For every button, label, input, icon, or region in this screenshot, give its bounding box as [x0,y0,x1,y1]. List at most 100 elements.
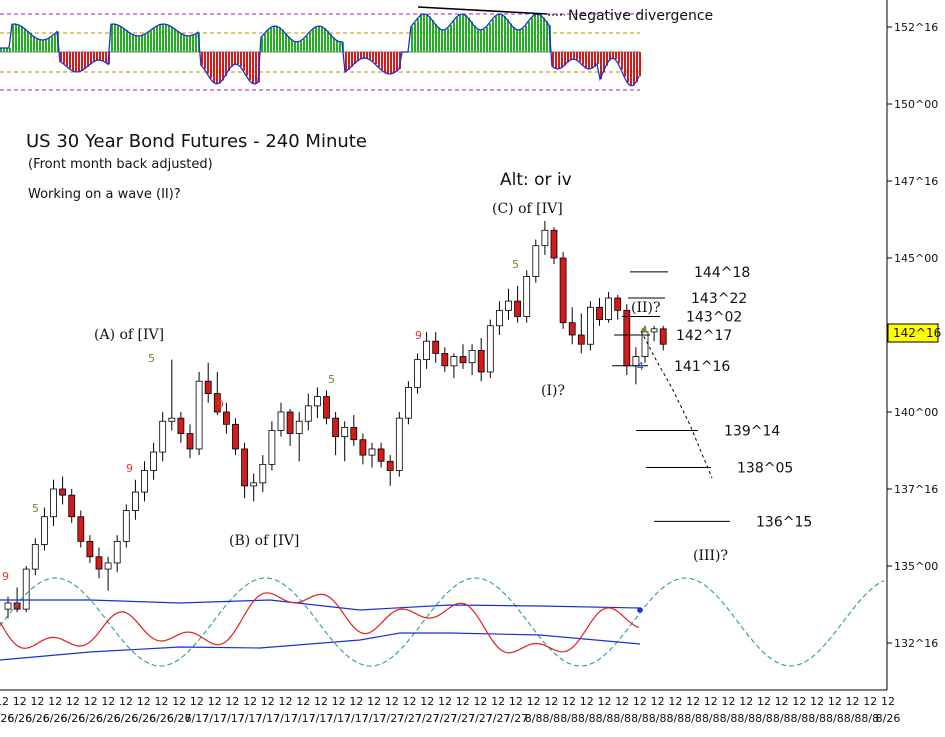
x-tick-hour: 12 [367,695,381,708]
histogram-bar-down [354,52,356,64]
count-label: 5 [32,502,39,515]
x-axis-ticks: 12 6/26 12 6/26 12 6/26 12 6/26 12 6/26 12 6/26 12 6/… [0,695,900,725]
x-tick-hour: 12 [527,695,541,708]
histogram-bar-down [96,52,98,61]
histogram-bar-up [159,24,161,52]
histogram-bar-up [21,26,23,52]
x-tick-date: 7/27 [468,712,493,725]
y-tick-label: 152^16 [894,21,938,34]
histogram-bar-up [162,24,164,52]
x-tick-date: 7/17 [255,712,280,725]
histogram-bar-down [207,52,209,74]
x-tick-hour: 12 [580,695,594,708]
histogram-bar-up [525,25,527,52]
histogram-bar-down [255,52,257,84]
candle-down [550,229,558,259]
histogram-bar-up [273,26,275,52]
histogram-bar-down [225,52,227,76]
x-tick-hour: 12 [456,695,470,708]
histogram-bar-down [588,52,590,69]
candle-up [131,491,139,511]
count-label: 9 [217,398,224,411]
x-tick-date: 8/8 [773,712,791,725]
candle-down [204,380,212,394]
histogram-bar-up [120,26,122,52]
candle-up [587,306,594,345]
histogram-bar-up [282,29,284,52]
histogram-bar-up [267,30,269,52]
x-tick-date: 8/8 [808,712,826,725]
wave-label-ii: (II)? [631,300,661,316]
histogram-bar-up [117,24,119,52]
histogram-bar-up [528,21,530,52]
histogram-bar-up [423,14,425,52]
histogram-bar-up [48,38,50,52]
histogram-bar-up [453,21,455,52]
candlestick-series [4,221,667,619]
histogram-bar-down [351,52,353,67]
x-tick-hour: 12 [84,695,98,708]
x-tick-hour: 12 [704,695,718,708]
candle-down [596,306,603,320]
candle-down [614,297,622,311]
candle-up [168,417,176,422]
histogram-bar-up [477,28,479,52]
x-tick-date: 8/8 [720,712,738,725]
histogram-bar-up [327,30,329,52]
histogram-bar-up [489,23,491,52]
oscillator-endpoint [637,607,643,613]
count-label: 5 [148,352,155,365]
x-tick-date: 7/27 [486,712,511,725]
x-tick-hour: 12 [775,695,789,708]
candle-down [568,322,576,336]
x-tick-hour: 12 [225,695,239,708]
x-tick-date: 8/8 [684,712,702,725]
wave-label-b: (B) of [IV] [229,533,299,549]
histogram-bar-down [84,52,86,70]
histogram-bar-down [393,52,395,74]
target-level-label: 144^18 [694,265,750,281]
x-tick-hour: 12 [279,695,293,708]
histogram-bar-down [369,52,371,60]
target-level-label: 142^17 [676,328,732,344]
candle-down [68,494,76,518]
histogram-bar-up [429,16,431,53]
x-tick-date: 8/8 [542,712,560,725]
cycle-sine-projection [0,577,885,667]
candle-up [22,568,30,610]
histogram-bar-up [189,35,191,52]
histogram-bar-up [297,41,299,52]
candle-down [59,488,66,496]
candle-up [4,602,12,610]
x-tick-date: 6/26 [149,712,174,725]
histogram-bar-up [9,48,11,52]
candle-up [304,405,312,422]
histogram-bar-up [456,17,458,52]
x-tick-date: 6/26 [43,712,68,725]
histogram-bar-up [6,48,8,52]
histogram-bar-down [228,52,230,72]
histogram-bar-up [459,14,461,52]
x-tick-hour: 12 [881,695,895,708]
histogram-bar-down [345,52,347,73]
histogram-bar-up [531,17,533,52]
histogram-bar-up [321,26,323,52]
histogram-bar-up [33,36,35,52]
chart-note: Working on a wave (II)? [28,187,181,202]
histogram-bar-up [54,34,56,52]
x-tick-date: 8/8 [596,712,614,725]
x-tick-hour: 12 [633,695,647,708]
y-tick-label: 145^00 [894,252,938,265]
histogram-bar-down [93,52,95,63]
x-tick-date: 8/8 [578,712,596,725]
x-tick-hour: 12 [846,695,860,708]
x-tick-hour: 12 [509,695,523,708]
candle-down [359,439,367,456]
histogram-bar-up [468,17,470,52]
histogram-bar-down [603,52,605,73]
candle-up [404,386,412,419]
histogram-bar-up [462,14,464,53]
histogram-bar-up [24,28,26,52]
x-tick-date: 6/26 [114,712,139,725]
